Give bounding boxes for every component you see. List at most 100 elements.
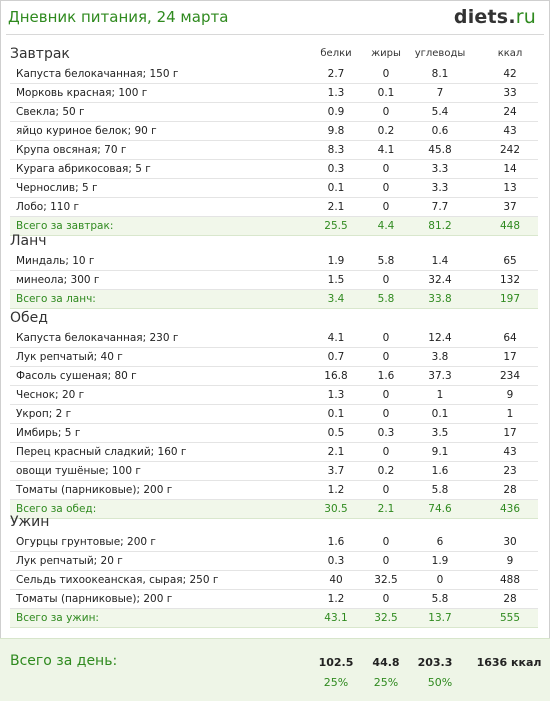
carbs-value: 12.4 [428,332,452,344]
header: Дневник питания, 24 марта diets.ru [8,6,540,30]
carbs-value: 0 [436,574,444,586]
fat-value: 0 [382,68,390,80]
column-header-carbs: углеводы [414,48,466,59]
fat-value: 0 [382,446,390,458]
fat-value: 0 [382,536,390,548]
fat-value: 0 [382,163,390,175]
meal-total-label: Всего за ланч: [16,293,96,305]
fat-value: 5.8 [377,255,395,267]
protein-value: 1.6 [327,536,345,548]
fat-value: 0 [382,555,390,567]
kcal-value: 9 [506,555,514,567]
kcal-value: 488 [499,574,521,586]
kcal-value: 23 [503,465,517,477]
food-name: Огурцы грунтовые; 200 г [16,536,156,548]
kcal-value: 17 [503,427,517,439]
carbs-value: 74.6 [428,503,452,515]
fat-value: 0 [382,351,390,363]
protein-value: 1.2 [327,593,345,605]
meal-total-label: Всего за ужин: [16,612,99,624]
day-total-fat-pct: 25% [373,676,399,689]
meal-total-label: Всего за завтрак: [16,220,114,232]
protein-value: 1.3 [327,87,345,99]
food-name: Имбирь; 5 г [16,427,81,439]
meal-section-title: Обед [10,310,48,326]
carbs-value: 3.3 [431,182,449,194]
fat-value: 0 [382,201,390,213]
food-row: Имбирь; 5 г 0.5 0.3 3.5 17 [10,424,538,443]
carbs-value: 1.9 [431,555,449,567]
food-name: Чернослив; 5 г [16,182,98,194]
kcal-value: 13 [503,182,517,194]
carbs-value: 1.4 [431,255,449,267]
meal-total-label: Всего за обед: [16,503,97,515]
fat-value: 0 [382,408,390,420]
carbs-value: 81.2 [428,220,452,232]
food-name: Укроп; 2 г [16,408,72,420]
food-row: Фасоль сушеная; 80 г 16.8 1.6 37.3 234 [10,367,538,386]
protein-value: 4.1 [327,332,345,344]
site-logo[interactable]: diets.ru [454,6,536,28]
carbs-value: 33.8 [428,293,452,305]
protein-value: 0.5 [327,427,345,439]
column-header-protein: белки [320,48,352,59]
protein-value: 2.7 [327,68,345,80]
fat-value: 32.5 [374,612,398,624]
kcal-value: 9 [506,389,514,401]
kcal-value: 65 [503,255,517,267]
food-name: Чеснок; 20 г [16,389,85,401]
carbs-value: 0.6 [431,125,449,137]
food-row: Миндаль; 10 г 1.9 5.8 1.4 65 [10,252,538,271]
food-name: Капуста белокачанная; 150 г [16,68,179,80]
kcal-value: 1 [506,408,514,420]
protein-value: 40 [329,574,343,586]
carbs-value: 0.1 [431,408,449,420]
column-header-fat: жиры [371,48,401,59]
food-row: Морковь красная; 100 г 1.3 0.1 7 33 [10,84,538,103]
carbs-value: 7.7 [431,201,449,213]
food-name: Лук репчатый; 20 г [16,555,123,567]
fat-value: 4.4 [377,220,395,232]
protein-value: 30.5 [324,503,348,515]
protein-value: 0.3 [327,555,345,567]
day-total-fat: 44.8 [372,656,400,669]
fat-value: 2.1 [377,503,395,515]
carbs-value: 5.8 [431,484,449,496]
protein-value: 0.7 [327,351,345,363]
day-total-label: Всего за день: [10,653,118,669]
food-row: Свекла; 50 г 0.9 0 5.4 24 [10,103,538,122]
fat-value: 0 [382,484,390,496]
food-row: минеола; 300 г 1.5 0 32.4 132 [10,271,538,290]
kcal-value: 30 [503,536,517,548]
food-name: Лук репчатый; 40 г [16,351,123,363]
fat-value: 0.2 [377,465,395,477]
food-row: Курага абрикосовая; 5 г 0.3 0 3.3 14 [10,160,538,179]
fat-value: 0 [382,182,390,194]
kcal-value: 17 [503,351,517,363]
food-row: Чернослив; 5 г 0.1 0 3.3 13 [10,179,538,198]
protein-value: 2.1 [327,446,345,458]
food-row: Лобо; 110 г 2.1 0 7.7 37 [10,198,538,217]
food-name: яйцо куриное белок; 90 г [16,125,157,137]
day-total-bar: Всего за день: 102.5 44.8 203.3 1636 кка… [0,638,550,701]
food-name: Курага абрикосовая; 5 г [16,163,151,175]
food-name: Фасоль сушеная; 80 г [16,370,137,382]
food-row: Чеснок; 20 г 1.3 0 1 9 [10,386,538,405]
protein-value: 3.4 [327,293,345,305]
carbs-value: 45.8 [428,144,452,156]
logo-dot: . [508,6,516,28]
kcal-value: 234 [499,370,521,382]
fat-value: 5.8 [377,293,395,305]
food-row: Лук репчатый; 20 г 0.3 0 1.9 9 [10,552,538,571]
protein-value: 25.5 [324,220,348,232]
food-name: Миндаль; 10 г [16,255,95,267]
logo-tld: ru [515,6,536,28]
food-row: яйцо куриное белок; 90 г 9.8 0.2 0.6 43 [10,122,538,141]
meal-total-row: Всего за завтрак: 25.5 4.4 81.2 448 [10,217,538,236]
fat-value: 0.1 [377,87,395,99]
kcal-value: 132 [499,274,521,286]
fat-value: 0 [382,389,390,401]
kcal-value: 197 [499,293,521,305]
carbs-value: 7 [436,87,444,99]
fat-value: 0.3 [377,427,395,439]
